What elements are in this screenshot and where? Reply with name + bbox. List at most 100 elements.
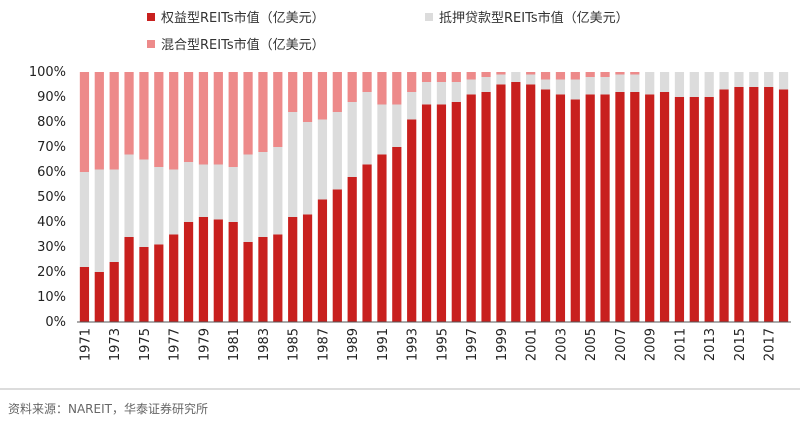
bar-segment-2013-series-0 [704,97,714,322]
x-tick-label: 2003 [554,328,569,361]
bar-segment-1987-series-0 [317,199,328,322]
bar-segment-1997-series-1 [466,79,476,95]
x-tick-label: 1971 [78,328,93,361]
x-tick-label: 1975 [138,328,153,361]
bar-segment-1981-series-0 [228,222,238,322]
source-note: 资料来源：NAREIT，华泰证券研究所 [8,401,208,416]
legend-swatch-mortgage [425,13,433,21]
bar-segment-1984-series-2 [273,72,283,147]
bar-segment-2003-series-0 [555,94,566,322]
bar-segment-2005-series-1 [585,77,595,95]
bar-segment-1996-series-1 [451,82,461,102]
bar-segment-1987-series-1 [317,119,328,200]
bar-segment-2011-series-1 [674,72,685,97]
bar-segment-1997-series-0 [466,94,476,322]
bar-segment-1991-series-2 [377,72,387,105]
bar-segment-1971-series-0 [79,267,90,322]
y-tick-label: 30% [37,240,66,255]
bar-segment-2007-series-2 [615,72,625,75]
bar-segment-1971-series-1 [79,172,90,267]
bar-segment-1971-series-2 [79,72,90,172]
bar-segment-1972-series-0 [94,272,104,322]
bar-segment-1992-series-0 [392,147,402,322]
bar-segment-1995-series-2 [436,72,447,82]
bar-segment-1982-series-2 [243,72,253,155]
bar-segment-1997-series-2 [466,72,476,80]
bar-segment-1990-series-0 [362,164,372,322]
bar-segment-1998-series-2 [481,72,491,77]
x-tick-label: 1979 [197,328,212,361]
bar-segment-2009-series-0 [645,94,655,322]
bar-segment-1975-series-0 [139,247,149,322]
x-tick-label: 1977 [168,328,183,361]
bar-segment-1999-series-2 [496,72,506,75]
bar-segment-1981-series-1 [228,167,238,222]
bar-segment-1994-series-1 [421,82,432,105]
y-tick-label: 10% [37,290,66,305]
bar-segment-1993-series-2 [407,72,417,92]
bar-segment-2011-series-0 [674,97,685,322]
bar-segment-2006-series-1 [600,77,610,95]
bar-segment-2015-series-1 [734,72,744,87]
bar-segment-2009-series-1 [645,72,655,95]
bar-segment-2002-series-2 [540,72,551,80]
bar-segment-1977-series-0 [169,234,179,322]
bar-segment-2016-series-1 [749,72,759,87]
bar-segment-1978-series-2 [183,72,194,162]
y-tick-label: 0% [45,315,66,330]
bar-segment-1996-series-2 [451,72,461,82]
bar-segment-2003-series-2 [555,72,566,80]
x-tick-label: 2015 [733,328,748,361]
bar-segment-1976-series-2 [154,72,164,167]
bar-segment-2012-series-0 [689,97,699,322]
bar-segment-1996-series-0 [451,102,461,322]
bar-segment-1994-series-0 [421,104,432,322]
bar-segment-1990-series-1 [362,92,372,165]
bar-segment-2017-series-0 [764,87,774,322]
bar-segment-1983-series-1 [258,152,268,237]
bar-segment-2005-series-0 [585,94,595,322]
bar-segment-1999-series-0 [496,84,506,322]
legend: 权益型REITs市值（亿美元） 抵押贷款型REITs市值（亿美元） 混合型REI… [147,10,629,53]
bar-segment-2014-series-1 [719,72,729,90]
bar-segment-2018-series-1 [778,72,789,90]
x-tick-label: 2001 [525,328,540,361]
y-tick-label: 50% [37,190,66,205]
bar-segment-1976-series-0 [154,244,164,322]
bar-segment-1995-series-0 [436,104,447,322]
bar-segment-2012-series-1 [689,72,699,97]
bar-segment-2008-series-1 [630,74,640,92]
bar-segment-1980-series-2 [213,72,223,165]
bar-segment-1978-series-0 [183,222,194,322]
bar-segment-1977-series-1 [169,169,179,235]
bar-segment-1973-series-2 [109,72,119,170]
bar-segment-1983-series-2 [258,72,268,152]
bar-segment-1989-series-1 [347,102,357,177]
bar-segment-1979-series-2 [198,72,209,165]
bar-segment-1986-series-2 [302,72,313,122]
y-tick-label: 60% [37,165,66,180]
bar-segment-1985-series-1 [288,112,298,217]
bar-segment-2010-series-1 [659,72,670,92]
bar-segment-2008-series-2 [630,72,640,75]
x-tick-label: 2009 [644,328,659,361]
bar-segment-2006-series-0 [600,94,610,322]
x-tick-label: 1983 [257,328,272,361]
x-axis: 1971 1973 1975 1977 1979 1981 1983 1985 1987 1989… [78,328,777,361]
bar-segment-1986-series-0 [302,214,313,322]
bar-segment-1973-series-1 [109,169,119,262]
bar-segment-2001-series-1 [526,74,536,85]
bar-segment-1984-series-1 [273,147,283,235]
bars [79,72,789,322]
bar-segment-1985-series-0 [288,217,298,322]
x-tick-label: 1973 [108,328,123,361]
bar-segment-1988-series-1 [332,112,342,190]
legend-label-equity: 权益型REITs市值（亿美元） [161,10,325,26]
bar-segment-1974-series-0 [124,237,134,322]
x-tick-label: 2013 [703,328,718,361]
x-tick-label: 1989 [346,328,361,361]
bar-segment-1975-series-1 [139,159,149,247]
bar-segment-2005-series-2 [585,72,595,77]
bar-segment-2004-series-0 [570,99,580,322]
bar-segment-2004-series-1 [570,79,580,100]
